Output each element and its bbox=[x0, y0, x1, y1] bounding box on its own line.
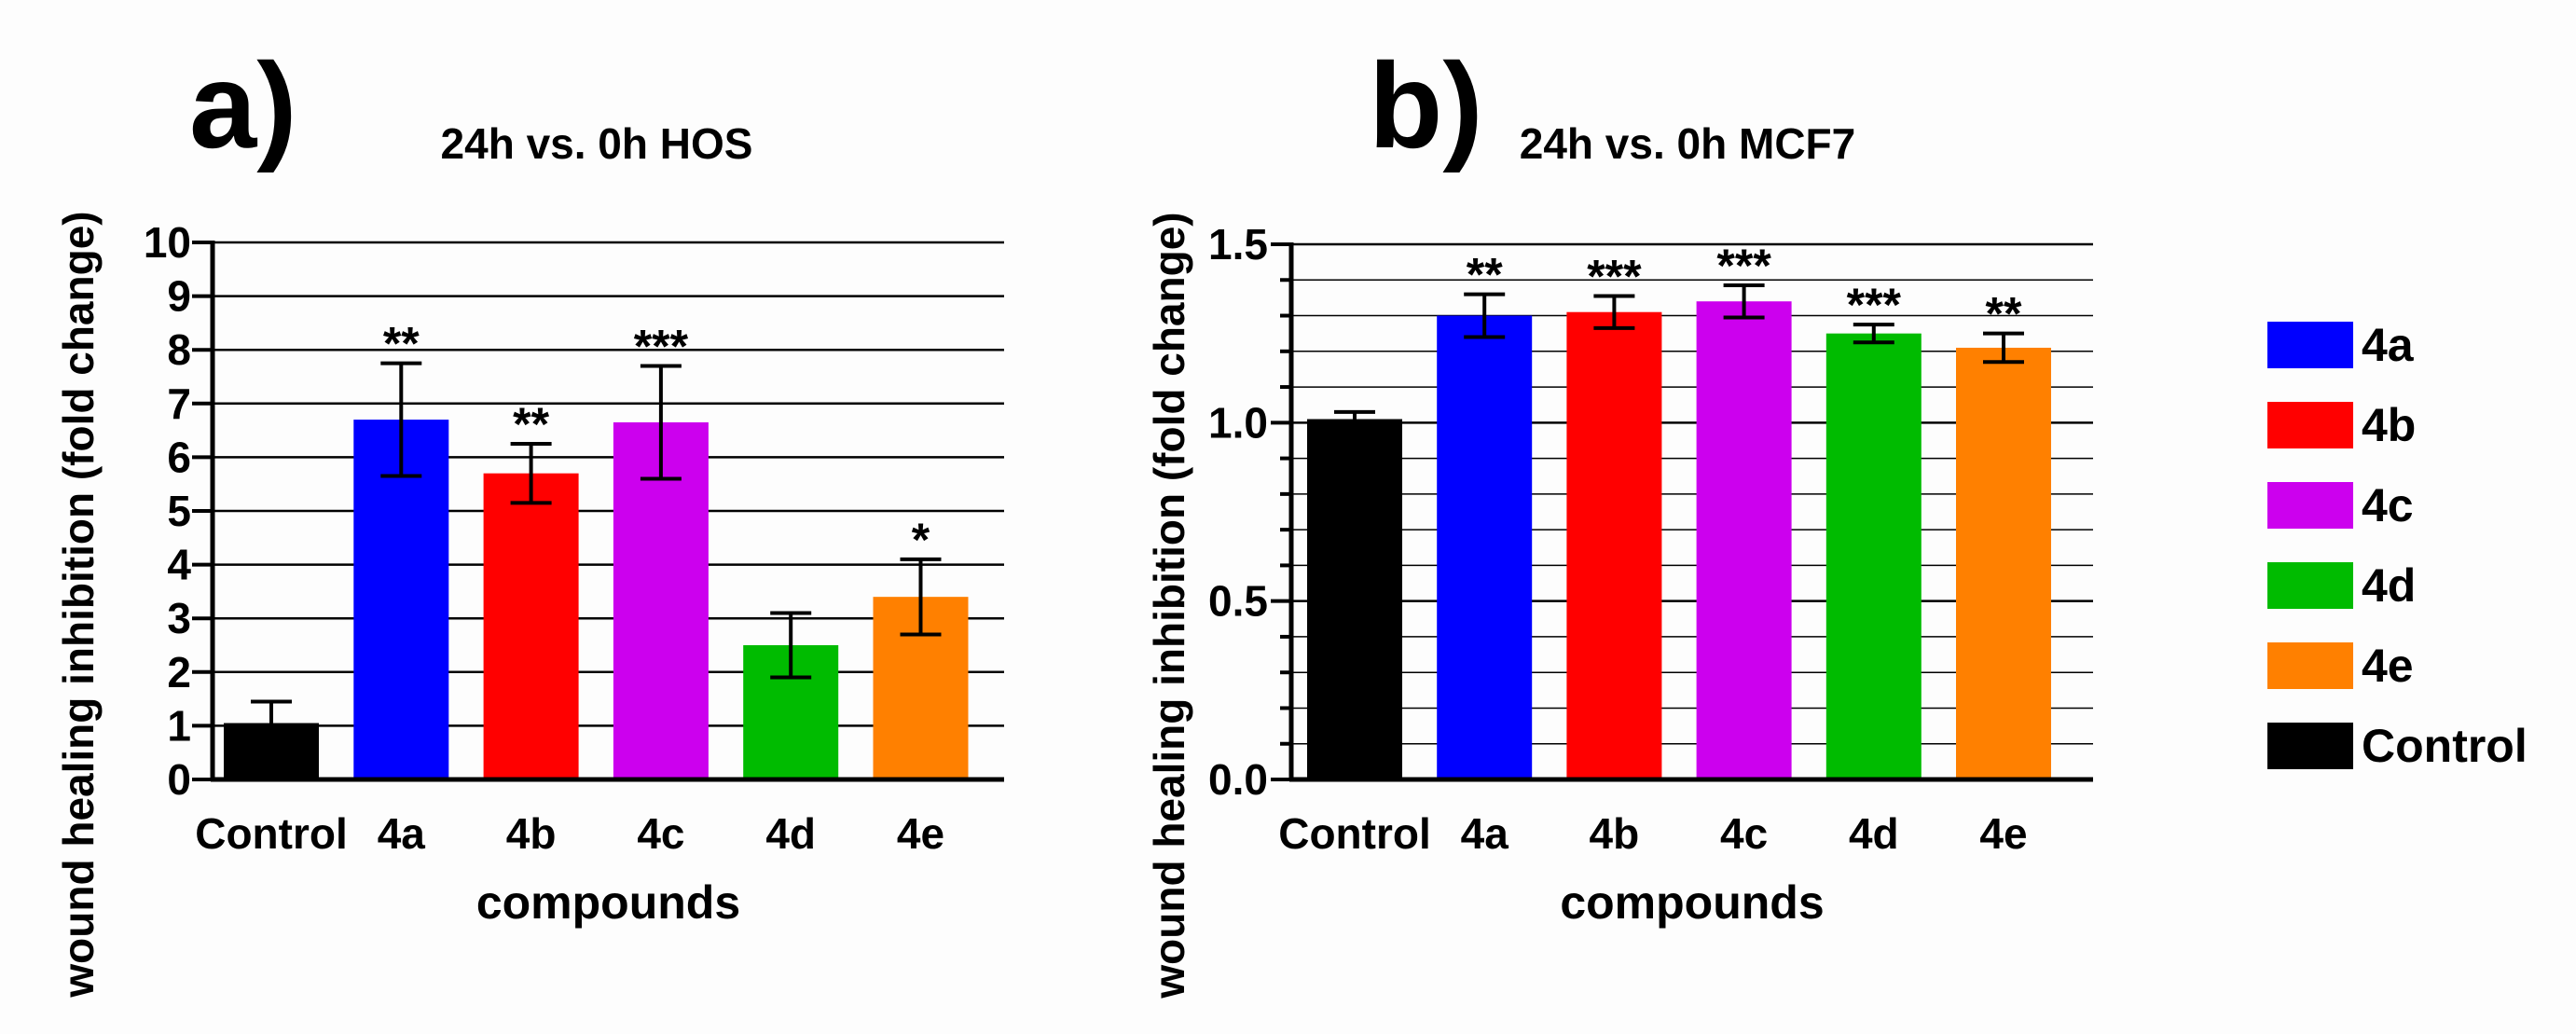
legend-swatch-4b bbox=[2267, 402, 2353, 448]
significance-4c: *** bbox=[1716, 240, 1771, 292]
y-tick-label: 5 bbox=[167, 487, 191, 535]
chart-panel-a: a) 24h vs. 0h HOS wound healing inhibition… bbox=[54, 37, 1004, 999]
y-tick-label: 2 bbox=[167, 648, 191, 696]
legend-label-4a: 4a bbox=[2362, 319, 2415, 371]
y-tick-label: 8 bbox=[167, 325, 191, 374]
legend-swatch-4d bbox=[2267, 562, 2353, 609]
y-tick-label: 9 bbox=[167, 272, 191, 321]
legend-swatch-4a bbox=[2267, 322, 2353, 368]
significance-4e: * bbox=[912, 514, 930, 566]
bar-4e bbox=[1956, 347, 2051, 779]
bar-Control bbox=[1307, 419, 1402, 779]
significance-4d: *** bbox=[1847, 279, 1902, 331]
chart-panel-b: b) 24h vs. 0h MCF7 wound healing inhibitio… bbox=[1145, 37, 2093, 1000]
x-tick-label-4e: 4e bbox=[897, 809, 944, 858]
bar-4b bbox=[483, 473, 579, 779]
bar-4b bbox=[1566, 311, 1662, 779]
y-tick-label: 0.0 bbox=[1208, 755, 1268, 804]
legend-label-Control: Control bbox=[2362, 720, 2528, 772]
legend-label-4b: 4b bbox=[2362, 399, 2416, 451]
bar-4a bbox=[353, 420, 449, 779]
significance-4a: ** bbox=[1467, 249, 1503, 301]
x-axis-label: compounds bbox=[1560, 876, 1824, 929]
legend-swatch-Control bbox=[2267, 723, 2353, 769]
y-axis-label: wound healing inhibition (fold change) bbox=[1145, 212, 1193, 999]
legend-label-4c: 4c bbox=[2362, 479, 2414, 531]
bar-4c bbox=[1696, 301, 1792, 779]
legend: 4a 4b 4c 4d 4e Control bbox=[2267, 319, 2528, 772]
chart-title: 24h vs. 0h MCF7 bbox=[1520, 119, 1855, 168]
x-tick-label-Control: Control bbox=[1278, 809, 1431, 858]
bar-4a bbox=[1437, 315, 1533, 779]
y-tick-label: 7 bbox=[167, 379, 191, 428]
y-axis-label: wound healing inhibition (fold change) bbox=[54, 211, 103, 998]
x-tick-label-4c: 4c bbox=[637, 809, 684, 858]
x-tick-label-4e: 4e bbox=[1979, 809, 2027, 858]
x-axis-label: compounds bbox=[476, 876, 740, 929]
significance-4a: ** bbox=[383, 318, 420, 370]
legend-label-4d: 4d bbox=[2362, 559, 2416, 612]
bar-4d bbox=[1825, 333, 1922, 779]
y-tick-label: 1.0 bbox=[1208, 398, 1268, 447]
legend-swatch-4e bbox=[2267, 642, 2353, 689]
chart-title: 24h vs. 0h HOS bbox=[441, 119, 753, 168]
x-tick-label-4d: 4d bbox=[765, 809, 816, 858]
y-tick-label: 3 bbox=[167, 594, 191, 642]
x-tick-label-4a: 4a bbox=[1461, 809, 1509, 858]
x-tick-label-4a: 4a bbox=[378, 809, 426, 858]
y-tick-label: 4 bbox=[167, 541, 191, 589]
y-tick-label: 1 bbox=[167, 701, 191, 750]
x-tick-label-4b: 4b bbox=[1590, 809, 1640, 858]
x-tick-label-4d: 4d bbox=[1849, 809, 1899, 858]
panel-label: a) bbox=[189, 37, 297, 173]
legend-swatch-4c bbox=[2267, 482, 2353, 529]
y-tick-label: 1.5 bbox=[1208, 220, 1268, 269]
legend-label-4e: 4e bbox=[2362, 640, 2414, 692]
x-tick-label-4b: 4b bbox=[506, 809, 557, 858]
y-tick-label: 10 bbox=[144, 218, 191, 267]
y-tick-label: 0.5 bbox=[1208, 577, 1268, 626]
y-tick-label: 6 bbox=[167, 433, 191, 481]
significance-4c: *** bbox=[634, 320, 689, 372]
significance-4b: *** bbox=[1587, 250, 1642, 302]
y-tick-label: 0 bbox=[167, 755, 191, 804]
significance-4e: ** bbox=[1986, 288, 2022, 340]
significance-4b: ** bbox=[513, 398, 549, 450]
x-tick-label-Control: Control bbox=[195, 809, 348, 858]
bar-4c bbox=[613, 421, 709, 779]
panel-label: b) bbox=[1369, 37, 1483, 173]
x-tick-label-4c: 4c bbox=[1720, 809, 1768, 858]
